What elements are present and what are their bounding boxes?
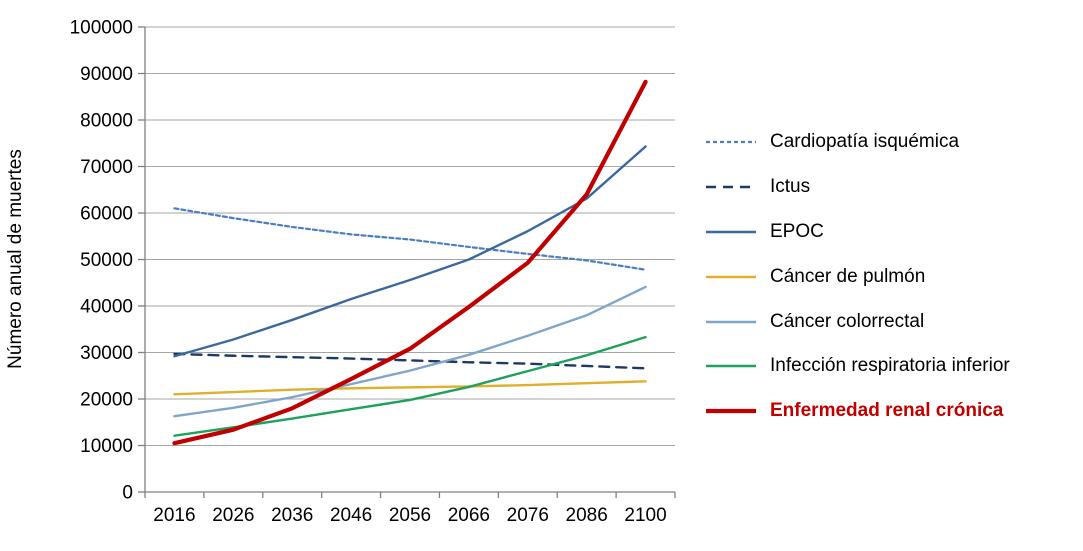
x-tick-label: 2100 [624,505,666,526]
legend-label: Infección respiratoria inferior [770,355,1010,377]
series-line [173,145,647,358]
y-tick-label: 20000 [80,390,133,411]
legend-label: Cáncer colorrectal [770,310,925,332]
legend-label: EPOC [770,220,824,242]
series-lines [172,79,648,446]
legend-label: Cáncer de pulmón [770,265,926,287]
gridlines [145,26,675,446]
legend-line-swatch [706,185,756,189]
x-tick-label: 2056 [389,505,431,526]
legend-label: Enfermedad renal crónica [770,400,1004,422]
series-line [173,352,647,370]
series-line [173,207,647,271]
series-line [173,380,647,396]
legend-line-swatch [706,230,756,234]
y-tick-label: 50000 [80,250,133,271]
y-axis-tick-labels: 0 10000 20000 30000 40000 50000 60000 70000 8000… [70,18,133,504]
legend-item: Cáncer de pulmón [705,254,1010,299]
legend-item: EPOC [705,210,1010,255]
series-line [173,285,647,418]
y-tick-label: 0 [122,483,133,504]
legend-item: Cardiopatía isquémica [705,120,1010,165]
y-tick-label: 80000 [80,111,133,132]
legend-item: Cáncer colorrectal [705,299,1010,344]
y-tick-label: 10000 [80,436,133,457]
x-tick-label: 2016 [153,505,195,526]
x-tick-label: 2046 [330,505,372,526]
x-tick-label: 2086 [566,505,608,526]
legend-item: Infección respiratoria inferior [705,344,1010,389]
series-line [172,79,648,446]
legend-line-swatch [706,141,756,144]
axes [138,26,676,498]
legend-line-swatch [706,409,756,414]
y-tick-label: 60000 [80,204,133,225]
y-tick-label: 100000 [70,18,133,39]
legend-label: Ictus [770,176,811,198]
legend-line-swatch [706,365,756,368]
y-axis-title: Número anual de muertes [5,149,26,369]
x-axis-tick-labels: 2016 2026 2036 2046 2056 2066 2076 2086 2100 [153,505,666,526]
legend-item: Ictus [705,165,1010,210]
x-tick-label: 2026 [212,505,254,526]
legend-label: Cardiopatía isquémica [770,131,960,153]
x-tick-label: 2076 [507,505,549,526]
legend-line-swatch [706,320,756,323]
y-tick-label: 30000 [80,343,133,364]
y-tick-label: 40000 [80,297,133,318]
legend-line-swatch [706,275,756,278]
y-tick-label: 90000 [80,64,133,85]
x-tick-label: 2036 [271,505,313,526]
x-tick-label: 2066 [448,505,490,526]
legend: Cardiopatía isquémica Ictus EPOC Cáncer de … [705,120,1010,434]
y-tick-label: 70000 [80,157,133,178]
legend-item: Enfermedad renal crónica [705,389,1010,434]
